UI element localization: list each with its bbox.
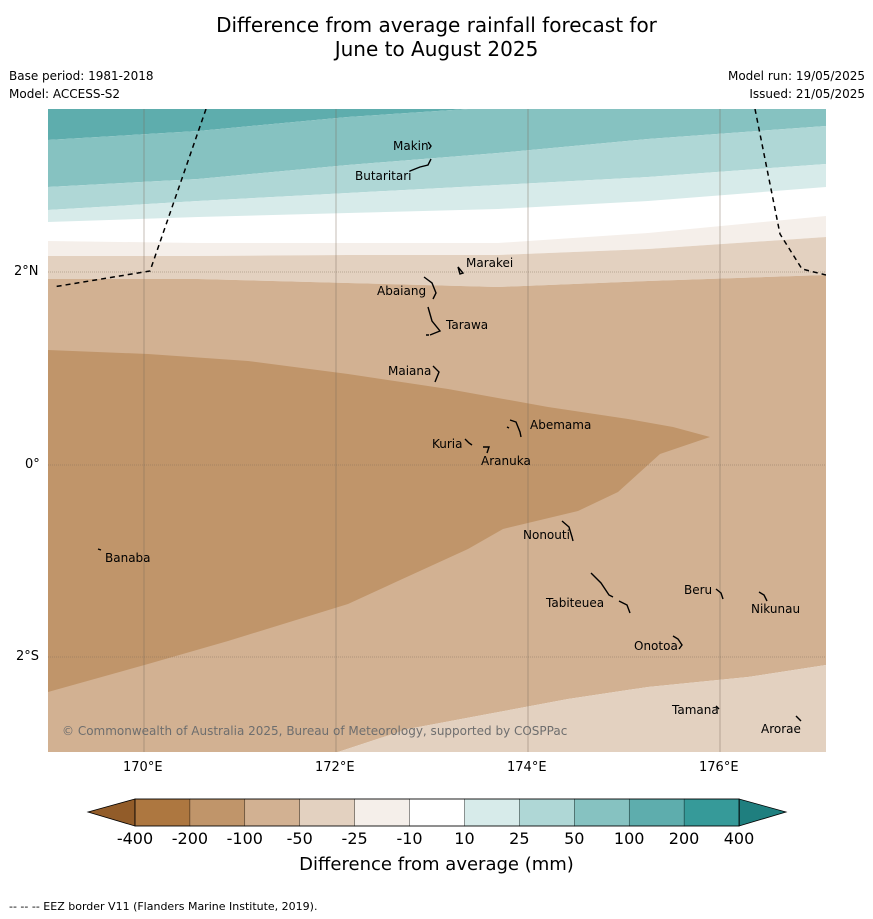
colorbar-tick-label: 200 [668,829,700,848]
place-label-kuria: Kuria [432,437,463,451]
lat-label-2s: 2°S [16,649,40,664]
lon-label-170e: 170°E [123,760,163,775]
nonouti-island [561,520,574,542]
colorbar-segment [354,798,411,827]
place-label-nikunau: Nikunau [751,602,801,616]
abaiang-island [423,276,437,300]
band-minus200-to-minus100 [48,350,710,692]
colorbar-segment [189,798,246,827]
aranuka-island [483,446,490,454]
base-period-label: Base period: 1981-2018 [9,69,154,83]
colorbar [86,798,788,827]
rainfall-anomaly-map [48,109,826,752]
colorbar-segment [574,798,630,827]
copyright-notice: © Commonwealth of Australia 2025, Bureau… [62,724,568,738]
banaba-island [97,548,102,551]
band-25-to-50 [48,126,826,210]
eez-border [52,109,826,288]
place-label-beru: Beru [684,583,713,597]
tarawa-island [426,306,442,336]
lat-label-equator: 0° [25,457,40,472]
eez-footnote: -- -- -- EEZ border V11 (Flanders Marine… [9,900,318,913]
place-label-maiana: Maiana [388,364,432,378]
colorbar-segment [519,798,575,827]
colorbar-tick-label: -50 [286,829,313,848]
maiana-island [432,365,440,383]
colorbar-segment [134,798,191,827]
place-label-aranuka: Aranuka [481,454,531,468]
band-10-to-25 [48,164,826,222]
arorae-island [795,715,802,722]
place-label-abemama: Abemama [530,418,592,432]
band-100-to-200 [48,109,468,140]
tamana-island [715,705,720,710]
islands [97,141,802,722]
colorbar-segment [299,798,356,827]
chart-title-line2: June to August 2025 [334,37,539,61]
abemama-island [506,419,522,438]
place-label-banaba: Banaba [105,551,151,565]
colorbar-tick-label: -200 [171,829,209,848]
place-label-makin: Makin [393,139,429,153]
place-label-marakei: Marakei [466,256,514,270]
colorbar-tick-label: 25 [509,829,530,848]
place-label-nonouti: Nonouti [523,528,570,542]
nikunau-island [758,591,768,602]
colorbar-tick-label: 50 [564,829,585,848]
colorbar-arrow-high [738,798,788,827]
place-label-butaritari: Butaritari [355,169,412,183]
lon-label-176e: 176°E [699,760,739,775]
band-minus25-to-minus10 [48,216,826,256]
colorbar-tick-label: -100 [226,829,263,848]
colorbar-tick-label: -10 [396,829,423,848]
eez-border-east [754,109,826,276]
colorbar-segment [683,798,740,827]
colorbar-tick-label: -25 [341,829,368,848]
butaritari-island [409,158,432,172]
colorbar-tick-label: 400 [723,829,755,848]
place-label-tarawa: Tarawa [446,318,489,332]
colorbar-title: Difference from average (mm) [299,854,574,875]
onotoa-island [672,635,683,650]
makin-island [427,141,432,150]
eez-border-west [52,109,207,288]
chart-title-line1: Difference from average rainfall forecas… [216,13,657,37]
tabiteuea-island [590,572,631,614]
lat-label-2n: 2°N [14,264,39,279]
kuria-island [464,438,473,446]
place-label-tamana: Tamana [672,703,719,717]
band-50-to-100 [48,109,826,187]
colorbar-segment [628,798,685,827]
colorbar-tick-label: 10 [454,829,475,848]
colorbar-segment [464,798,521,827]
model-run-label: Model run: 19/05/2025 [727,69,865,83]
lon-label-172e: 172°E [315,760,355,775]
marakei-island [457,266,465,275]
beru-island [715,588,724,600]
place-label-onotoa: Onotoa [634,639,678,653]
model-label: Model: ACCESS-S2 [9,87,121,101]
band-minus50-to-minus25-south [338,665,826,752]
colorbar-arrow-low [86,798,136,827]
issued-label: Issued: 21/05/2025 [749,87,865,101]
graticule [48,109,826,752]
colorbar-segment [409,798,466,827]
band-minus50-to-minus25 [48,237,826,287]
place-label-arorae: Arorae [761,722,801,736]
colorbar-tick-label: -400 [116,829,154,848]
colorbar-tick-label: 100 [613,829,645,848]
lon-label-174e: 174°E [507,760,547,775]
place-label-tabiteuea: Tabiteuea [546,596,605,610]
place-label-abaiang: Abaiang [377,284,427,298]
colorbar-segment [244,798,301,827]
colorbar-outline [134,798,740,827]
